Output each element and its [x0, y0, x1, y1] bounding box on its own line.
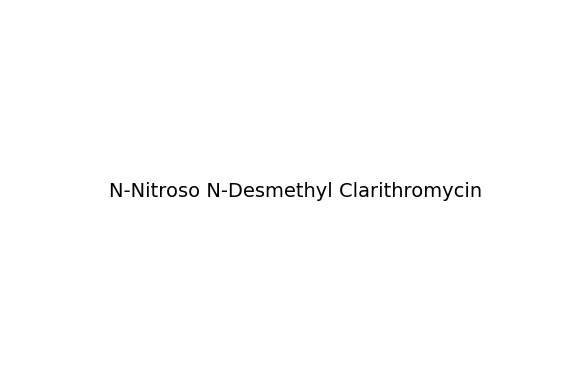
Text: N-Nitroso N-Desmethyl Clarithromycin: N-Nitroso N-Desmethyl Clarithromycin: [109, 182, 482, 201]
